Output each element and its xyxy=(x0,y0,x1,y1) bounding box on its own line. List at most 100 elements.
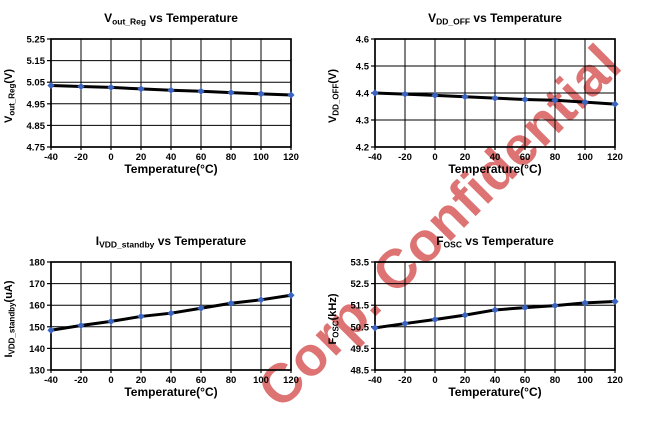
svg-text:0: 0 xyxy=(108,152,113,163)
svg-text:-40: -40 xyxy=(44,375,58,386)
chart-title: IVDD_standby vs Temperature xyxy=(96,234,247,250)
svg-text:150: 150 xyxy=(29,322,45,333)
plot-border xyxy=(374,261,616,371)
svg-text:4.3: 4.3 xyxy=(356,116,369,127)
chart-title: VDD_OFF vs Temperature xyxy=(428,11,562,27)
data-point-marker xyxy=(521,303,529,312)
svg-text:20: 20 xyxy=(136,152,147,163)
gridlines xyxy=(374,261,616,371)
svg-text:80: 80 xyxy=(226,375,237,386)
data-point-marker xyxy=(137,85,145,93)
data-point-marker xyxy=(287,91,295,99)
svg-text:0: 0 xyxy=(108,375,113,386)
data-point-marker xyxy=(431,91,439,100)
data-point-marker xyxy=(257,90,265,98)
svg-text:4.5: 4.5 xyxy=(356,62,370,73)
svg-text:5.15: 5.15 xyxy=(27,56,46,67)
data-point-marker xyxy=(137,312,145,321)
chart-fosc-vs-temperature: -40 -20 0 20 40 60 80 100 120 48.5 49.5 50.5 51.5 52.… xyxy=(324,214,648,428)
data-point-marker xyxy=(107,317,115,325)
data-point-marker xyxy=(167,86,175,94)
data-point-markers xyxy=(371,297,619,332)
data-point-marker xyxy=(77,321,85,330)
data-point-marker xyxy=(227,88,235,97)
svg-text:4.85: 4.85 xyxy=(27,121,46,132)
chart-ivdd-standby-vs-temperature: -40 -20 0 20 40 60 80 100 120 130 140 150 160 170 180 I… xyxy=(0,214,324,428)
svg-text:52.5: 52.5 xyxy=(351,279,370,290)
svg-text:0: 0 xyxy=(432,152,437,163)
data-point-marker xyxy=(197,304,205,312)
data-point-marker xyxy=(107,83,115,91)
svg-text:-40: -40 xyxy=(368,152,382,163)
y-axis-label: Vout_Reg(V) xyxy=(3,69,17,123)
svg-text:100: 100 xyxy=(253,152,269,163)
axis-ticks xyxy=(371,261,616,373)
svg-text:40: 40 xyxy=(490,375,501,386)
data-point-marker xyxy=(167,309,175,317)
svg-text:-20: -20 xyxy=(74,375,88,386)
svg-text:60: 60 xyxy=(520,152,531,163)
svg-text:20: 20 xyxy=(460,375,471,386)
svg-text:4.75: 4.75 xyxy=(27,143,46,154)
svg-text:5.05: 5.05 xyxy=(27,78,46,89)
vout-reg-plot-area: -40 -20 0 20 40 60 80 100 120 4.75 4.85 4.95 5.05 5.1… xyxy=(3,11,299,163)
chart-vout-reg-vs-temperature: -40 -20 0 20 40 60 80 100 120 4.75 4.85 4.95 5.05 5.1… xyxy=(0,0,324,214)
data-point-marker xyxy=(257,296,265,304)
x-tick-labels: -40 -20 0 20 40 60 80 100 120 xyxy=(368,375,623,386)
svg-text:-40: -40 xyxy=(368,375,382,386)
svg-text:120: 120 xyxy=(607,152,623,163)
x-axis-label: Temperature(°C) xyxy=(448,162,542,176)
svg-text:4.4: 4.4 xyxy=(356,89,370,100)
data-point-marker xyxy=(461,93,469,101)
x-tick-labels: -40 -20 0 20 40 60 80 100 120 xyxy=(44,152,299,163)
svg-text:-20: -20 xyxy=(398,375,412,386)
chart-title: Vout_Reg vs Temperature xyxy=(104,11,238,27)
plot-border xyxy=(50,261,292,371)
y-axis-label: VDD_OFF(V) xyxy=(327,69,341,123)
data-point-marker xyxy=(431,315,439,324)
x-axis-label: Temperature(°C) xyxy=(124,385,218,399)
svg-text:60: 60 xyxy=(196,152,207,163)
data-point-marker xyxy=(611,100,619,108)
svg-text:80: 80 xyxy=(550,152,561,163)
x-tick-labels: -40 -20 0 20 40 60 80 100 120 xyxy=(368,152,623,163)
svg-text:-20: -20 xyxy=(74,152,88,163)
svg-text:5.25: 5.25 xyxy=(27,35,46,46)
svg-text:0: 0 xyxy=(432,375,437,386)
data-point-marker xyxy=(197,87,205,95)
svg-text:130: 130 xyxy=(29,366,45,377)
data-point-marker xyxy=(371,89,379,97)
svg-text:120: 120 xyxy=(283,375,299,386)
svg-text:160: 160 xyxy=(29,301,45,312)
svg-text:49.5: 49.5 xyxy=(351,344,370,355)
chart-title: FOSC vs Temperature xyxy=(436,234,554,250)
svg-text:120: 120 xyxy=(607,375,623,386)
y-tick-labels: 48.5 49.5 50.5 51.5 52.5 53.5 xyxy=(351,258,370,377)
svg-text:100: 100 xyxy=(577,152,593,163)
svg-text:40: 40 xyxy=(166,375,177,386)
svg-text:60: 60 xyxy=(520,375,531,386)
svg-text:180: 180 xyxy=(29,258,45,269)
svg-text:4.6: 4.6 xyxy=(356,35,369,46)
data-point-marker xyxy=(491,306,499,314)
svg-text:-40: -40 xyxy=(44,152,58,163)
y-tick-labels: 4.2 4.3 4.4 4.5 4.6 xyxy=(356,35,370,154)
data-point-marker xyxy=(551,96,559,104)
vdd-off-plot-area: -40 -20 0 20 40 60 80 100 120 4.2 4.3 4.4 4.5 4.6 VDD_… xyxy=(327,11,623,163)
svg-text:80: 80 xyxy=(226,152,237,163)
svg-text:4.95: 4.95 xyxy=(27,99,46,110)
svg-text:60: 60 xyxy=(196,375,207,386)
data-point-marker xyxy=(491,94,499,102)
y-tick-labels: 4.75 4.85 4.95 5.05 5.15 5.25 xyxy=(27,35,46,154)
svg-text:48.5: 48.5 xyxy=(351,366,370,377)
svg-text:120: 120 xyxy=(283,152,299,163)
data-point-marker xyxy=(401,319,409,328)
fosc-plot-area: -40 -20 0 20 40 60 80 100 120 48.5 49.5 50.5 51.5 52.… xyxy=(327,234,623,386)
svg-text:51.5: 51.5 xyxy=(351,301,370,312)
chart-vdd-off-vs-temperature: -40 -20 0 20 40 60 80 100 120 4.2 4.3 4.4 4.5 4.6 VDD_… xyxy=(324,0,648,214)
y-tick-labels: 130 140 150 160 170 180 xyxy=(29,258,45,377)
axis-ticks xyxy=(47,261,292,373)
data-point-marker xyxy=(287,291,295,299)
data-point-markers xyxy=(371,89,619,108)
